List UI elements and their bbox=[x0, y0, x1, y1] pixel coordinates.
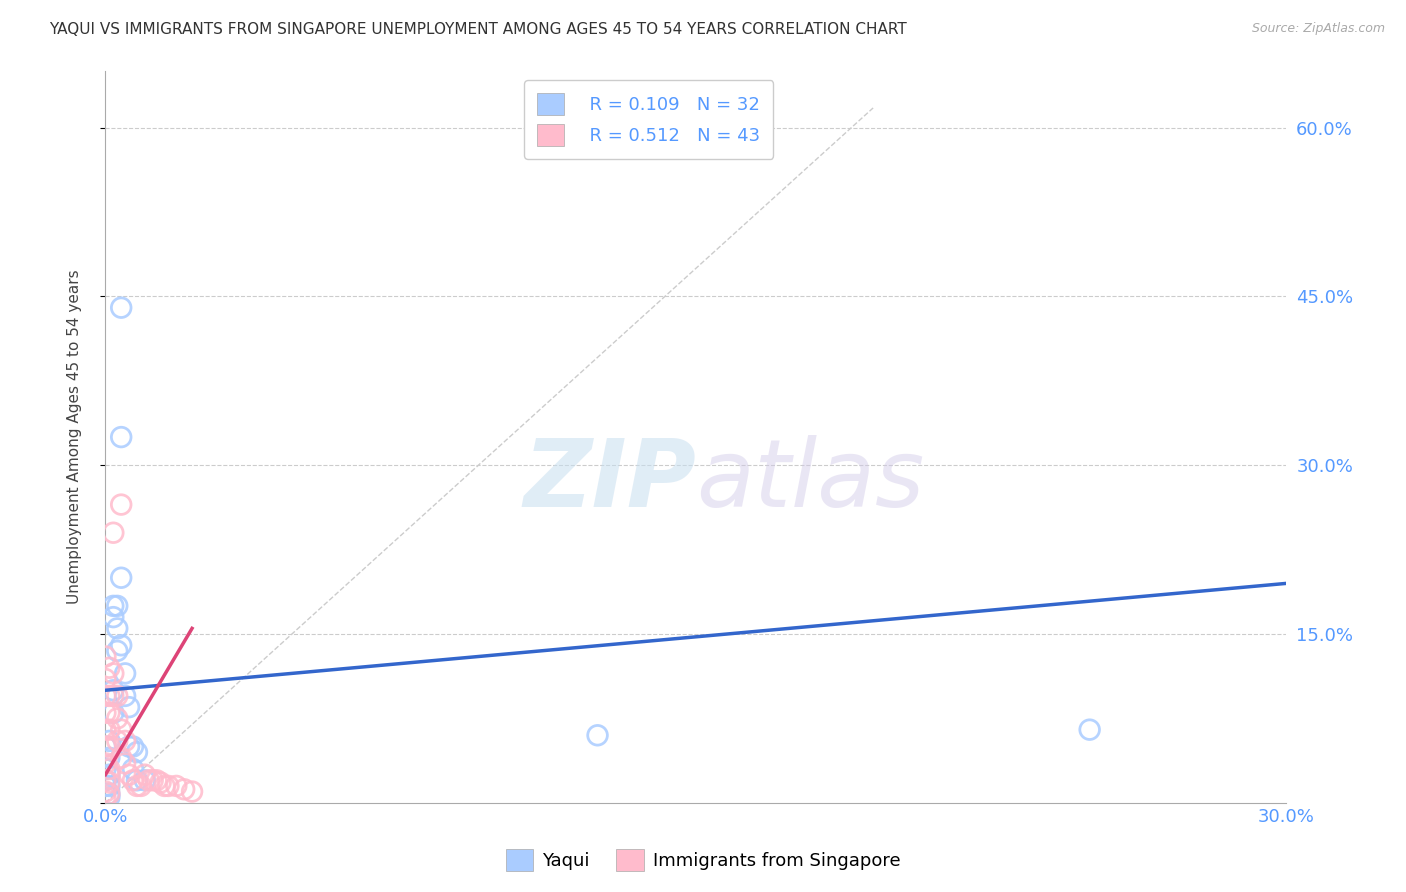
Point bbox=[145, 773, 167, 788]
Point bbox=[94, 756, 117, 771]
Point bbox=[103, 525, 125, 540]
Point bbox=[94, 672, 117, 686]
Point bbox=[94, 773, 117, 788]
Point bbox=[165, 779, 187, 793]
Point bbox=[98, 734, 121, 748]
Point bbox=[586, 728, 609, 742]
Point bbox=[98, 787, 121, 801]
Point bbox=[94, 689, 117, 703]
Point bbox=[103, 599, 125, 613]
Point bbox=[114, 689, 136, 703]
Point bbox=[110, 301, 132, 315]
Point bbox=[114, 666, 136, 681]
Point bbox=[98, 775, 121, 789]
Point bbox=[98, 790, 121, 805]
Point bbox=[114, 734, 136, 748]
Point bbox=[149, 775, 172, 789]
Point bbox=[181, 784, 204, 798]
Point bbox=[134, 767, 156, 781]
Point bbox=[125, 779, 148, 793]
Point bbox=[98, 689, 121, 703]
Point bbox=[94, 723, 117, 737]
Point bbox=[118, 700, 141, 714]
Point bbox=[114, 756, 136, 771]
Point bbox=[129, 779, 152, 793]
Point bbox=[173, 782, 195, 797]
Y-axis label: Unemployment Among Ages 45 to 54 years: Unemployment Among Ages 45 to 54 years bbox=[67, 269, 82, 605]
Point bbox=[110, 430, 132, 444]
Point bbox=[110, 751, 132, 765]
Point bbox=[103, 610, 125, 624]
Point bbox=[98, 739, 121, 754]
Point bbox=[1078, 723, 1101, 737]
Point bbox=[98, 751, 121, 765]
Point bbox=[103, 666, 125, 681]
Point bbox=[142, 773, 165, 788]
Text: Source: ZipAtlas.com: Source: ZipAtlas.com bbox=[1251, 22, 1385, 36]
Point bbox=[105, 621, 128, 635]
Point bbox=[105, 644, 128, 658]
Point bbox=[94, 790, 117, 805]
Point bbox=[110, 723, 132, 737]
Point bbox=[94, 762, 117, 776]
Point bbox=[94, 779, 117, 793]
Legend: Yaqui, Immigrants from Singapore: Yaqui, Immigrants from Singapore bbox=[499, 842, 907, 879]
Point bbox=[110, 498, 132, 512]
Point bbox=[98, 706, 121, 720]
Legend:   R = 0.109   N = 32,   R = 0.512   N = 43: R = 0.109 N = 32, R = 0.512 N = 43 bbox=[524, 80, 773, 159]
Point bbox=[98, 723, 121, 737]
Point bbox=[98, 661, 121, 675]
Point bbox=[94, 739, 117, 754]
Point bbox=[98, 779, 121, 793]
Point bbox=[105, 711, 128, 725]
Point bbox=[94, 649, 117, 664]
Point bbox=[122, 739, 145, 754]
Point bbox=[118, 767, 141, 781]
Point bbox=[105, 734, 128, 748]
Point bbox=[125, 773, 148, 788]
Point bbox=[103, 706, 125, 720]
Text: atlas: atlas bbox=[696, 435, 924, 526]
Point bbox=[94, 773, 117, 788]
Point bbox=[94, 739, 117, 754]
Point bbox=[122, 773, 145, 788]
Point bbox=[118, 739, 141, 754]
Point bbox=[134, 773, 156, 788]
Point bbox=[105, 599, 128, 613]
Point bbox=[105, 689, 128, 703]
Point bbox=[98, 767, 121, 781]
Point bbox=[98, 787, 121, 801]
Text: ZIP: ZIP bbox=[523, 435, 696, 527]
Text: YAQUI VS IMMIGRANTS FROM SINGAPORE UNEMPLOYMENT AMONG AGES 45 TO 54 YEARS CORREL: YAQUI VS IMMIGRANTS FROM SINGAPORE UNEMP… bbox=[49, 22, 907, 37]
Point bbox=[103, 689, 125, 703]
Point bbox=[125, 745, 148, 759]
Point bbox=[122, 762, 145, 776]
Point bbox=[98, 762, 121, 776]
Point bbox=[94, 784, 117, 798]
Point bbox=[103, 683, 125, 698]
Point bbox=[157, 779, 180, 793]
Point bbox=[94, 706, 117, 720]
Point bbox=[153, 779, 176, 793]
Point bbox=[110, 638, 132, 652]
Point bbox=[110, 571, 132, 585]
Point bbox=[138, 773, 160, 788]
